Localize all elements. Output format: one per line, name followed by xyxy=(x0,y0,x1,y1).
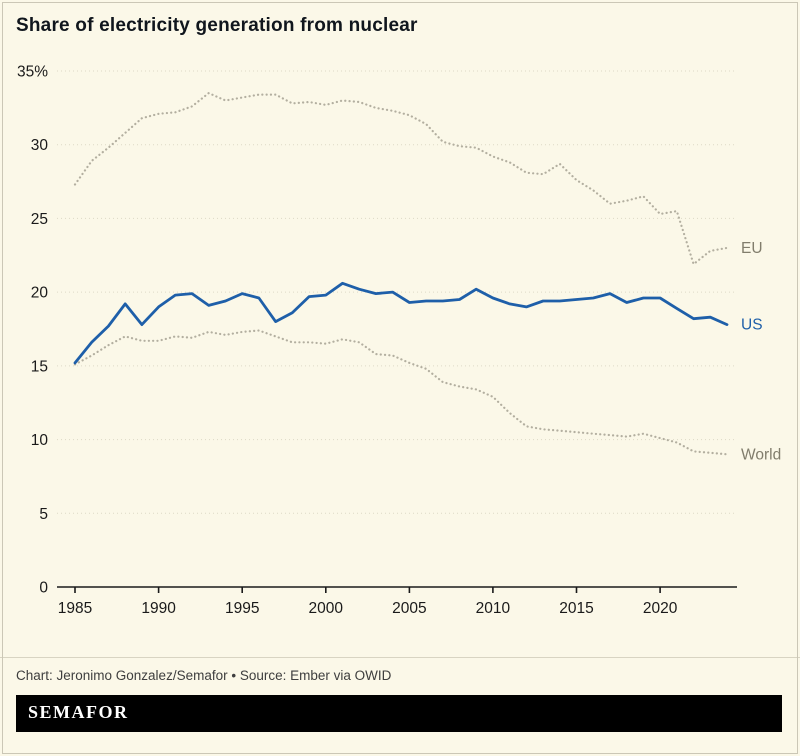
x-tick-label: 2005 xyxy=(392,600,426,617)
x-tick-label: 1985 xyxy=(58,600,92,617)
y-tick-label: 25 xyxy=(31,211,48,228)
y-tick-label: 0 xyxy=(39,580,48,597)
semafor-logo: SEMAFOR xyxy=(16,695,782,732)
series-label-us: US xyxy=(741,317,763,334)
x-tick-label: 1995 xyxy=(225,600,259,617)
y-tick-label: 5 xyxy=(39,506,48,523)
y-tick-label: 10 xyxy=(31,432,49,449)
x-tick-label: 2020 xyxy=(643,600,678,617)
series-line-eu xyxy=(73,91,729,266)
series-line-us xyxy=(73,281,729,365)
nuclear-share-line-chart: 0 5 10 15 20 25 30 35% 1985 1990 1995 2000 2005 2010 2… xyxy=(17,64,781,618)
series-line-world xyxy=(73,329,729,456)
chart-credit: Chart: Jeronimo Gonzalez/Semafor • Sourc… xyxy=(16,668,392,683)
series-label-eu: EU xyxy=(741,240,763,257)
series-label-world: World xyxy=(741,446,781,463)
y-tick-label: 15 xyxy=(31,358,48,375)
y-tick-label: 20 xyxy=(31,285,49,302)
x-tick-label: 2010 xyxy=(476,600,511,617)
y-tick-label: 30 xyxy=(31,137,49,154)
footer-divider xyxy=(0,657,800,658)
x-tick-label: 1990 xyxy=(141,600,176,617)
x-tick-label: 2000 xyxy=(309,600,344,617)
x-tick-label: 2015 xyxy=(559,600,593,617)
y-tick-label: 35% xyxy=(17,64,48,81)
chart-title: Share of electricity generation from nuc… xyxy=(16,15,418,36)
